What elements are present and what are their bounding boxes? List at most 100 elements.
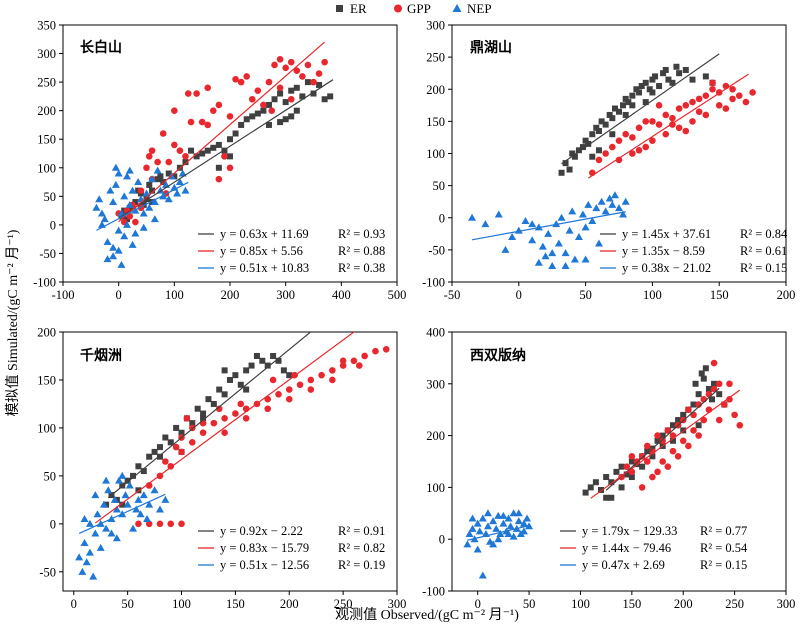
point-gpp xyxy=(165,158,173,166)
point-er xyxy=(700,375,707,382)
point-gpp xyxy=(635,124,643,132)
y-tick-label: 250 xyxy=(426,51,445,65)
point-gpp xyxy=(135,520,142,528)
y-tick-label: 50 xyxy=(433,179,446,193)
point-er xyxy=(622,111,629,118)
panel-title: 鼎湖山 xyxy=(470,39,512,56)
x-axis-label: 观测值 Observed/(gC m⁻² 月⁻¹) xyxy=(335,607,519,623)
point-er xyxy=(316,81,323,88)
legend-marker-nep xyxy=(452,4,462,12)
point-gpp xyxy=(221,415,228,422)
point-nep xyxy=(514,226,523,234)
point-gpp xyxy=(221,153,228,160)
point-nep xyxy=(494,210,503,218)
point-gpp xyxy=(204,121,212,129)
point-er xyxy=(569,150,576,157)
point-nep xyxy=(519,519,528,527)
point-nep xyxy=(499,519,508,527)
point-gpp xyxy=(615,137,623,144)
fit-lines xyxy=(471,53,749,241)
point-nep xyxy=(561,261,570,269)
data-points xyxy=(75,345,390,580)
point-gpp xyxy=(623,463,631,470)
point-nep xyxy=(489,517,498,525)
point-er xyxy=(227,153,233,160)
point-er xyxy=(598,118,605,125)
point-nep xyxy=(501,245,510,253)
point-er xyxy=(260,107,267,114)
point-gpp xyxy=(355,362,363,369)
point-gpp xyxy=(154,158,161,166)
x-tick-label: -100 xyxy=(52,288,75,302)
point-gpp xyxy=(232,75,239,83)
point-er xyxy=(165,170,172,177)
point-gpp xyxy=(700,416,708,424)
point-nep xyxy=(534,258,543,266)
point-er xyxy=(698,370,705,377)
point-nep xyxy=(504,530,513,538)
point-nep xyxy=(568,207,577,215)
point-er xyxy=(638,83,645,90)
point-er xyxy=(238,121,245,128)
point-nep xyxy=(97,209,106,217)
point-nep xyxy=(178,169,187,177)
point-gpp xyxy=(742,98,750,106)
point-gpp xyxy=(226,164,234,172)
point-nep xyxy=(504,514,513,522)
point-gpp xyxy=(171,107,178,114)
point-nep xyxy=(107,529,116,537)
point-er xyxy=(558,169,565,176)
point-er xyxy=(227,136,233,143)
fit-line-gpp xyxy=(590,389,741,499)
x-tick-label: 300 xyxy=(388,597,407,611)
point-gpp xyxy=(204,84,212,92)
point-gpp xyxy=(159,130,167,137)
point-er xyxy=(680,411,687,418)
point-nep xyxy=(601,207,610,215)
point-nep xyxy=(561,249,570,257)
point-gpp xyxy=(350,357,358,365)
point-gpp xyxy=(188,439,196,446)
point-er xyxy=(173,424,180,431)
point-gpp xyxy=(285,395,293,403)
point-nep xyxy=(112,534,121,542)
point-er xyxy=(193,153,200,160)
point-er xyxy=(673,63,680,70)
point-er xyxy=(675,417,682,424)
point-gpp xyxy=(695,108,703,116)
point-gpp xyxy=(156,520,164,528)
point-er xyxy=(156,453,163,460)
point-nep xyxy=(89,572,98,580)
point-er xyxy=(709,396,716,403)
point-er xyxy=(585,140,592,147)
point-nep xyxy=(615,204,623,212)
point-nep xyxy=(619,210,628,218)
point-er xyxy=(249,113,256,120)
point-er xyxy=(603,494,610,501)
point-gpp xyxy=(126,213,134,220)
point-nep xyxy=(181,186,190,194)
panel-xishuangbanna: 0 50 100 150 200 250 300 -100 0 100 200 300 400 西双版纳 y… xyxy=(422,326,795,612)
point-gpp xyxy=(304,61,312,69)
point-nep xyxy=(514,517,523,525)
point-er xyxy=(676,70,683,77)
point-gpp xyxy=(315,70,323,77)
point-er xyxy=(124,216,131,223)
point-nep xyxy=(581,223,590,231)
point-nep xyxy=(548,261,557,269)
point-gpp xyxy=(178,448,185,456)
point-gpp xyxy=(248,95,256,103)
point-nep xyxy=(528,220,537,228)
point-gpp xyxy=(664,463,672,470)
point-er xyxy=(665,76,672,83)
x-tick-label: 150 xyxy=(710,288,729,302)
point-nep xyxy=(131,229,140,237)
point-er xyxy=(143,196,150,203)
equation-text: y = 1.35x − 8.59 xyxy=(622,244,705,258)
point-gpp xyxy=(293,67,301,74)
y-tick-label: -100 xyxy=(422,276,445,290)
point-nep xyxy=(468,524,477,532)
point-gpp xyxy=(299,73,306,80)
point-er xyxy=(119,501,126,508)
point-er xyxy=(625,99,632,106)
